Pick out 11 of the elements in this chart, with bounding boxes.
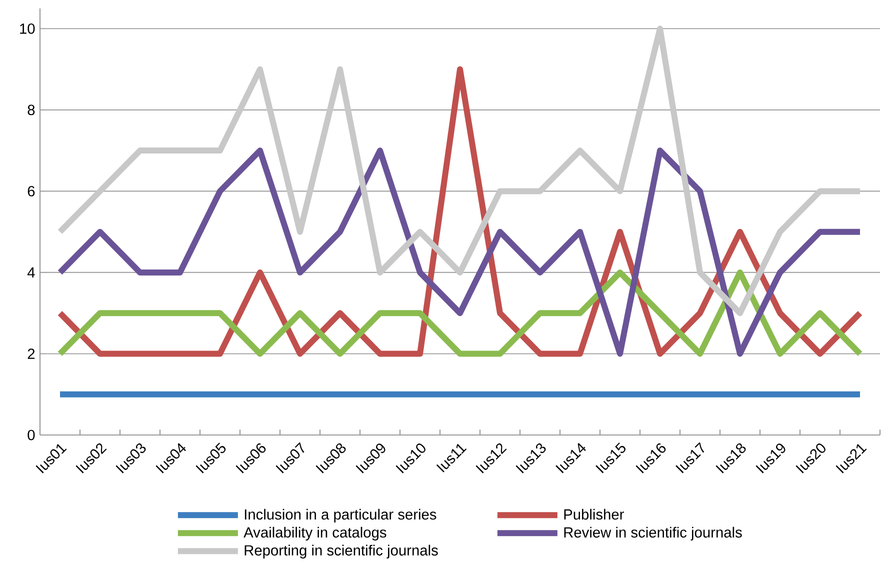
y-tick-label: 10: [20, 23, 35, 34]
y-tick-label: 0: [28, 430, 35, 440]
y-tick-label: 2: [28, 348, 35, 359]
legend-label: Publisher: [564, 508, 624, 520]
y-tick-label: 6: [28, 186, 35, 196]
legend-label: Reporting in scientific journals: [244, 544, 438, 558]
legend-label: Availability in catalogs: [244, 526, 386, 540]
legend-label: Inclusion in a particular series: [244, 508, 436, 523]
y-tick-label: 8: [28, 104, 35, 116]
legend-label: Review in scientific journals: [564, 526, 742, 540]
y-tick-label: 4: [27, 267, 35, 278]
